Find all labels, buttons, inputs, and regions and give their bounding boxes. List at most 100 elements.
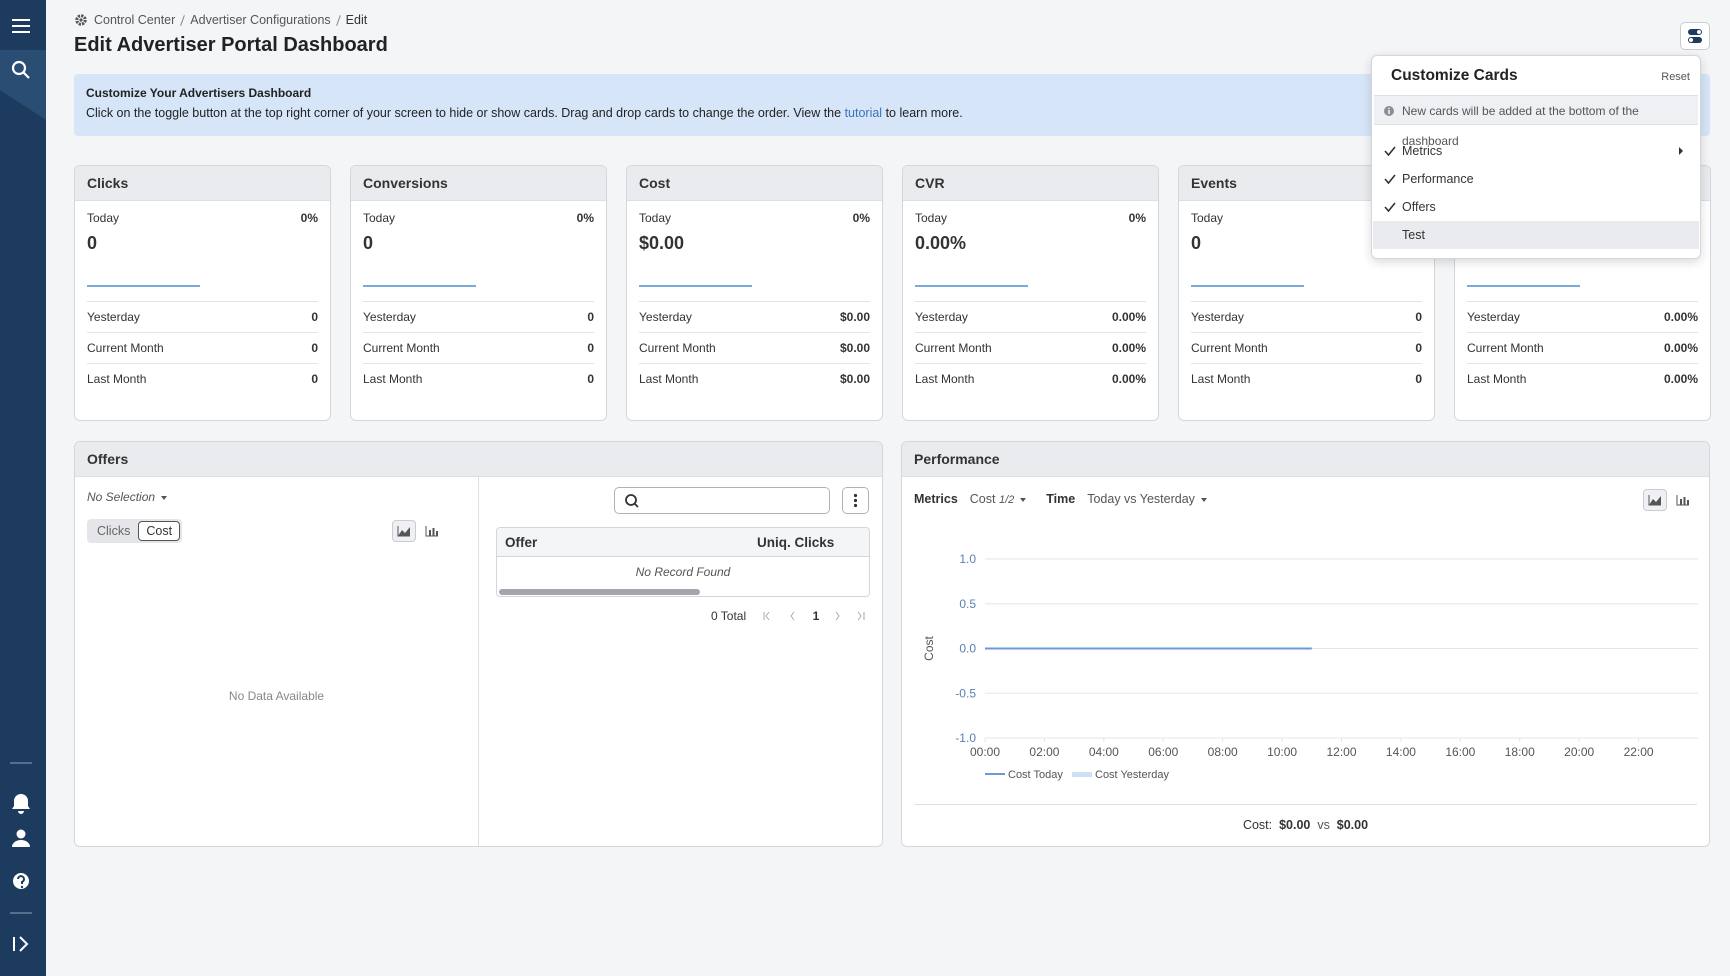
stat-row: Last Month 0 — [363, 363, 594, 395]
last-page[interactable] — [857, 611, 865, 621]
more-button[interactable] — [842, 487, 869, 514]
metric-tab[interactable]: Clicks — [97, 524, 131, 538]
pagination — [763, 611, 865, 621]
stat-row: Current Month $0.00 — [639, 332, 870, 364]
bar-chart-button[interactable] — [1671, 489, 1695, 511]
time-label: Time — [1046, 492, 1076, 506]
offers-table: Offer Uniq. Clicks No Record Found — [496, 527, 870, 597]
tutorial-link[interactable]: tutorial — [844, 106, 883, 120]
expand-icon[interactable] — [13, 936, 29, 952]
area-chart-button[interactable] — [1643, 489, 1667, 511]
stat-row: Current Month 0 — [363, 332, 594, 364]
stat-value: 0 — [311, 341, 318, 355]
metric-count: 1/2 — [998, 494, 1015, 506]
sidebar-accent — [0, 50, 46, 120]
column-header[interactable]: Uniq. Clicks — [757, 535, 835, 550]
stat-row: Current Month 0.00% — [1467, 332, 1698, 364]
user-icon[interactable] — [12, 829, 30, 848]
bar-icon — [425, 526, 438, 537]
time-dropdown[interactable]: Today vs Yesterday — [1087, 492, 1207, 506]
stat-value: 0.00% — [1111, 341, 1146, 355]
today-value: 0.00% — [915, 233, 967, 253]
next-page[interactable] — [835, 611, 840, 621]
stat-label: Current Month — [639, 341, 716, 355]
metric-card[interactable]: Conversions Today 0% 0 Yesterday 0 Current Mon… — [350, 165, 607, 421]
toggle-cards-button[interactable] — [1680, 22, 1710, 50]
stat-row: Yesterday 0.00% — [1467, 301, 1698, 333]
help-icon[interactable] — [13, 873, 29, 889]
metric-dropdown[interactable]: Cost 1/2 — [970, 492, 1027, 506]
caret — [1200, 497, 1207, 502]
search-icon[interactable] — [11, 60, 30, 79]
stat-value: 0.00% — [1663, 310, 1698, 324]
stat-value: 0 — [1415, 372, 1422, 386]
stat-label: Last Month — [363, 372, 423, 386]
card-toggle-item[interactable]: Metrics — [1373, 137, 1699, 165]
search-input[interactable] — [614, 487, 830, 514]
x-tick-label: 06:00 — [1148, 745, 1178, 759]
metric-card[interactable]: Cost Today 0% $0.00 Yesterday $0.00 Current Mo… — [626, 165, 883, 421]
stat-label: Yesterday — [363, 310, 416, 324]
x-tick-label: 12:00 — [1326, 745, 1356, 759]
check-icon — [1384, 174, 1396, 185]
metric-tab[interactable]: Cost — [138, 521, 181, 541]
popup-note: New cards will be added at the bottom of… — [1374, 95, 1698, 148]
stat-value: 0.00% — [1111, 372, 1146, 386]
stat-label: Current Month — [915, 341, 992, 355]
stat-value: 0 — [587, 310, 594, 324]
x-tick-label: 10:00 — [1267, 745, 1297, 759]
sparkline — [639, 285, 752, 287]
card-header: Conversions — [351, 166, 606, 201]
today-value: 0 — [363, 233, 374, 253]
card-toggle-item[interactable]: Test — [1373, 221, 1699, 249]
column-header[interactable]: Offer — [505, 535, 538, 550]
check — [1384, 174, 1396, 185]
check — [1384, 146, 1396, 157]
breadcrumb-item[interactable]: Advertiser Configurations — [190, 13, 331, 27]
sidebar — [0, 0, 46, 976]
metric-tabs: Clicks Cost — [87, 519, 183, 543]
today-label: Today — [87, 211, 120, 225]
card-title: Events — [1191, 175, 1237, 191]
x-tick-label: 04:00 — [1089, 745, 1119, 759]
bar-chart-button[interactable] — [420, 520, 444, 542]
breadcrumb-separator — [335, 14, 341, 26]
stat-value: 0 — [587, 372, 594, 386]
breadcrumb-item[interactable]: Control Center — [94, 13, 176, 27]
card-title: CVR — [915, 175, 945, 191]
metric-card[interactable]: Clicks Today 0% 0 Yesterday 0 Current Month 0 La… — [74, 165, 331, 421]
menu-icon[interactable] — [12, 19, 30, 33]
toggle-icon — [1688, 29, 1702, 43]
bell-icon[interactable] — [12, 794, 30, 814]
area-chart-button[interactable] — [392, 520, 416, 542]
today-label: Today — [915, 211, 948, 225]
area-icon — [397, 526, 410, 537]
stat-row: Current Month 0 — [1191, 332, 1422, 364]
page-title: Edit Advertiser Portal Dashboard — [74, 34, 388, 56]
performance-toolbar: Metrics Cost 1/2 Time Today vs Yesterday — [914, 492, 1207, 506]
performance-panel: 1.0 0.5 0.0 -0.5 -1.0 00:00 02:00 04:00 06:00 08:… — [901, 441, 1710, 847]
reset-button[interactable]: Reset — [1661, 71, 1690, 83]
stat-value: 0 — [311, 372, 318, 386]
stat-row: Last Month 0.00% — [1467, 363, 1698, 395]
summary-yesterday: $0.00 — [1336, 818, 1369, 832]
x-tick-label: 00:00 — [970, 745, 1000, 759]
first-page[interactable] — [763, 611, 770, 621]
prev-page[interactable] — [790, 611, 795, 621]
today-change: 0% — [852, 211, 870, 225]
scrollbar[interactable] — [499, 589, 700, 595]
card-toggle-item[interactable]: Offers — [1373, 193, 1699, 221]
stat-label: Current Month — [87, 341, 164, 355]
selection-dropdown[interactable]: No Selection — [87, 490, 168, 504]
card-title: Conversions — [363, 175, 448, 191]
metric-card[interactable]: CVR Today 0% 0.00% Yesterday 0.00% Current Mon… — [902, 165, 1159, 421]
card-toggle-item[interactable]: Performance — [1373, 165, 1699, 193]
gear-icon — [75, 14, 87, 26]
search-icon — [625, 494, 639, 508]
stat-label: Yesterday — [915, 310, 968, 324]
current-page[interactable]: 1 — [812, 609, 820, 623]
sidebar-bg — [0, 0, 46, 976]
